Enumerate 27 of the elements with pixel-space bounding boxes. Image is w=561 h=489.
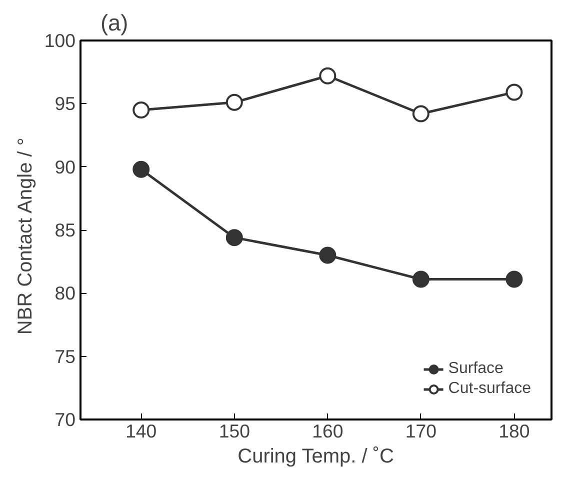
- point: [319, 246, 336, 264]
- x-tick-label: 150: [218, 420, 250, 442]
- point: [132, 102, 150, 118]
- point: [412, 270, 430, 288]
- point: [226, 229, 243, 246]
- y-tick-label: 85: [54, 220, 76, 240]
- legend-label: Surface: [448, 360, 504, 378]
- x-tick-label: 180: [498, 420, 530, 442]
- y-axis-title: NBR Contact Angle / °: [14, 138, 36, 335]
- x-tick-label: 140: [126, 420, 157, 442]
- x-tick-label: 170: [405, 420, 437, 442]
- x-axis-title: Curing Temp. / ˚C: [238, 446, 394, 468]
- point: [506, 270, 523, 288]
- legend-label: Cut-surface: [448, 380, 531, 398]
- y-tick-label: 80: [54, 282, 76, 304]
- chart-title: (a): [100, 10, 128, 36]
- y-tick-label: 75: [54, 346, 76, 367]
- point: [132, 160, 150, 178]
- y-tick-label: 70: [54, 409, 76, 430]
- y-tick-label: 100: [44, 30, 76, 51]
- y-tick-label: 95: [54, 93, 76, 114]
- point: [412, 105, 430, 122]
- point: [506, 84, 523, 101]
- point: [319, 67, 336, 84]
- point: [226, 94, 243, 111]
- y-tick-label: 90: [54, 156, 76, 178]
- x-tick-label: 160: [312, 420, 344, 442]
